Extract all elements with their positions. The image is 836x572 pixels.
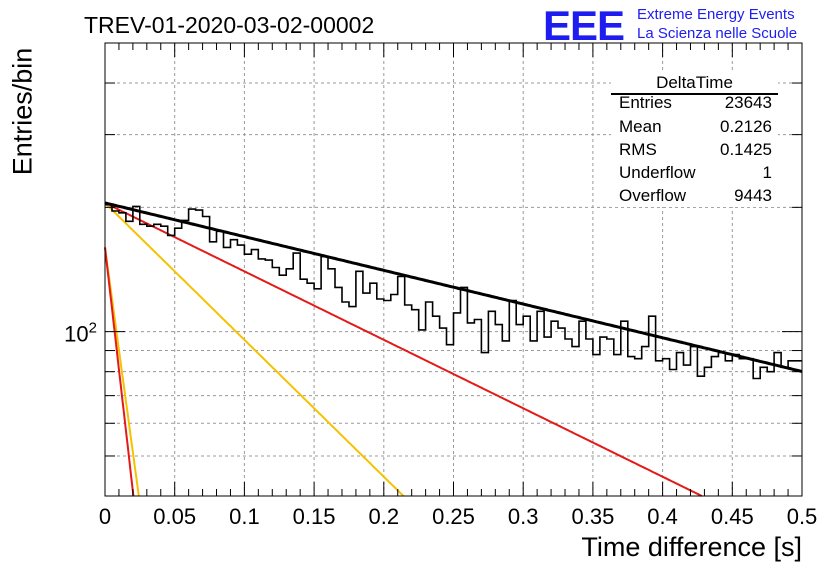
x-tick-label: 0.2	[369, 504, 400, 529]
logo-line-1: Extreme Energy Events	[637, 6, 795, 23]
grid	[105, 43, 802, 496]
x-tick-label: 0.15	[293, 504, 336, 529]
stats-value: 0.2126	[720, 117, 772, 136]
axis-ticks	[104, 43, 803, 497]
histogram	[105, 203, 802, 380]
stats-value: 9443	[734, 186, 772, 205]
y-axis-label: Entries/bin	[7, 47, 38, 176]
x-tick-label: 0.35	[571, 504, 614, 529]
fit-component-line	[104, 202, 703, 497]
eee-logo: EEE	[543, 2, 625, 49]
stats-label: Mean	[619, 117, 662, 136]
x-axis-label: Time difference [s]	[581, 532, 802, 562]
histogram-line	[105, 203, 802, 380]
stats-title: DeltaTime	[656, 73, 733, 92]
stats-value: 0.1425	[720, 140, 772, 159]
stats-value: 23643	[724, 93, 772, 112]
x-tick-labels: 0 0.05 0.1 0.15 0.2 0.25 0.3 0.35 0.4 0.45 0.5	[99, 504, 817, 529]
y-tick-labels: 102	[64, 320, 97, 347]
x-tick-label: 0.1	[229, 504, 260, 529]
stats-label: Entries	[619, 93, 672, 112]
x-tick-label: 0.05	[153, 504, 196, 529]
x-tick-label: 0	[99, 504, 111, 529]
x-tick-label: 0.3	[508, 504, 539, 529]
stats-label: Overflow	[619, 186, 687, 205]
y-tick-label: 102	[64, 320, 97, 347]
logo-line-2: La Scienza nelle Scuole	[637, 25, 798, 42]
x-tick-label: 0.25	[432, 504, 475, 529]
stats-label: Underflow	[619, 163, 696, 182]
fit-component-line	[104, 247, 135, 497]
stats-value: 1	[762, 163, 772, 182]
fit-component-line	[104, 202, 405, 497]
stats-box: DeltaTime Entries 23643 Mean 0.2126 RMS …	[611, 73, 778, 207]
x-tick-label: 0.5	[787, 504, 818, 529]
x-tick-label: 0.4	[647, 504, 678, 529]
stats-divider	[611, 93, 778, 95]
chart-title: TREV-01-2020-03-02-00002	[84, 12, 375, 38]
stats-label: RMS	[619, 140, 657, 159]
x-tick-label: 0.45	[711, 504, 754, 529]
